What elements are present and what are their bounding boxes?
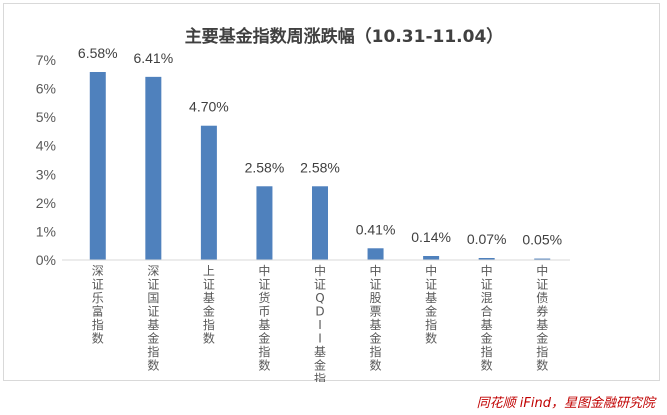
x-axis-categories: 深证乐富指数 深证国证基金指数 上证基金指数 中证货币基金指数 中证QDII基金指数 中证…	[92, 263, 548, 382]
category-label: 中证股票基金指数	[370, 263, 382, 373]
chart-title: 主要基金指数周涨跌幅（10.31-11.04）	[185, 26, 504, 47]
bars	[89, 72, 551, 260]
y-tick-label: 4%	[36, 138, 56, 154]
y-tick-label: 6%	[36, 81, 56, 97]
y-tick-label: 3%	[36, 166, 56, 182]
bar	[423, 256, 440, 260]
data-label: 4.70%	[189, 99, 229, 115]
category-label: 上证基金指数	[203, 264, 215, 346]
category-label: 深证乐富指数	[92, 264, 104, 346]
source-credit: 同花顺 iFind，星图金融研究院	[476, 396, 655, 411]
bar	[89, 72, 106, 260]
category-label: 中证QDII基金指数	[314, 263, 326, 382]
chart-frame: 主要基金指数周涨跌幅（10.31-11.04） 0% 1% 2% 3% 4% 5% 6% 7%…	[3, 3, 660, 382]
data-label: 2.58%	[245, 159, 285, 175]
y-tick-label: 7%	[36, 52, 56, 68]
bar	[534, 258, 551, 260]
data-label: 0.05%	[522, 232, 562, 248]
data-label: 0.41%	[356, 221, 396, 237]
bar	[367, 248, 384, 260]
bar-chart: 主要基金指数周涨跌幅（10.31-11.04） 0% 1% 2% 3% 4% 5% 6% 7%…	[36, 26, 570, 382]
y-tick-label: 2%	[36, 195, 56, 211]
category-label: 中证货币基金指数	[258, 263, 270, 373]
data-label: 0.07%	[467, 231, 507, 247]
data-label: 6.41%	[133, 50, 173, 66]
data-label: 0.14%	[411, 229, 451, 245]
y-axis: 0% 1% 2% 3% 4% 5% 6% 7%	[36, 52, 56, 268]
y-tick-label: 0%	[36, 252, 56, 268]
y-tick-label: 1%	[36, 223, 56, 239]
bar	[200, 125, 217, 260]
bar	[312, 186, 328, 260]
category-label: 中证混合基金指数	[481, 263, 493, 373]
data-label: 6.58%	[78, 45, 118, 61]
category-label: 中证基金指数	[425, 263, 437, 346]
bar	[256, 186, 273, 260]
category-label: 深证国证基金指数	[147, 264, 159, 373]
data-labels: 6.58% 6.41% 4.70% 2.58% 2.58% 0.41% 0.14% 0.07%…	[78, 45, 562, 248]
bar	[145, 76, 162, 260]
data-label: 2.58%	[300, 159, 340, 175]
y-tick-label: 5%	[36, 109, 56, 125]
bar	[478, 258, 495, 260]
category-label: 中证债券基金指数	[536, 263, 548, 373]
